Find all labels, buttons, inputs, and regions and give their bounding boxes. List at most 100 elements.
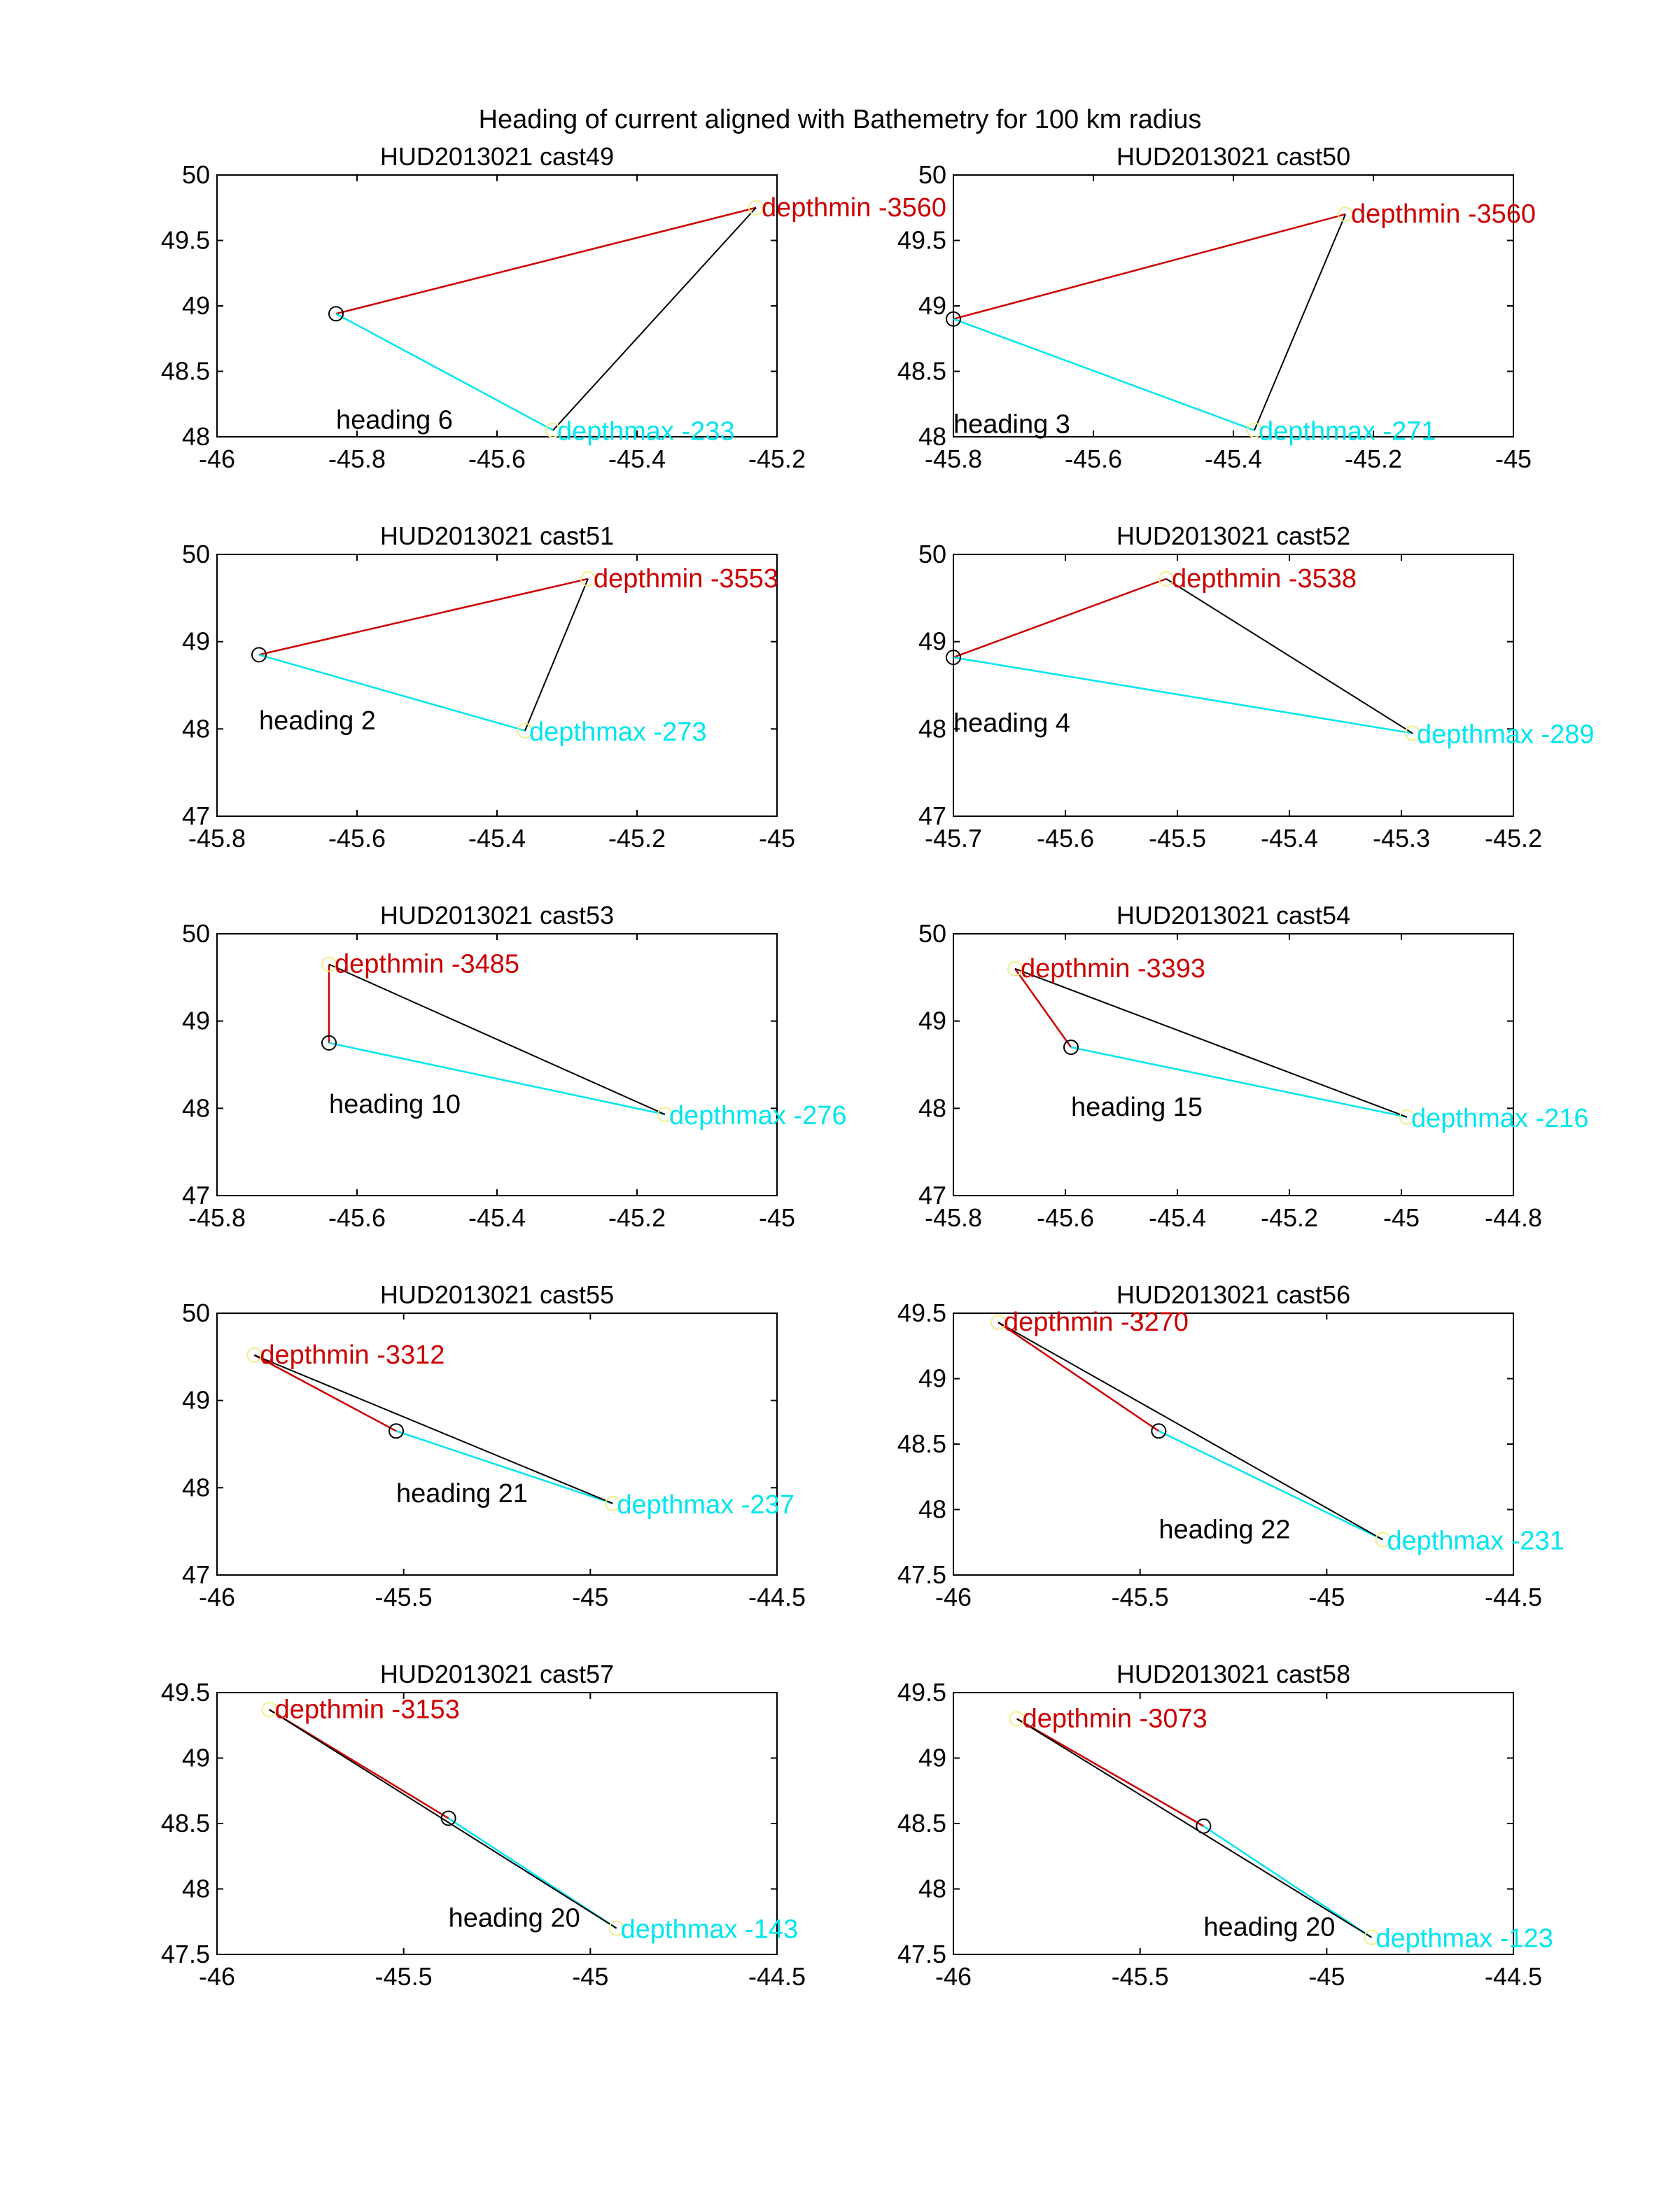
x-tick-label: -45.2 <box>1261 1203 1318 1232</box>
depthmin-label: depthmin -3560 <box>762 193 946 223</box>
y-tick-label: 47 <box>182 802 210 830</box>
y-tick-label: 49.5 <box>897 1298 946 1327</box>
x-tick-label: -46 <box>199 1583 235 1611</box>
x-tick-label: -45 <box>572 1962 608 1991</box>
line-center-to-depthmin <box>953 213 1346 320</box>
x-tick-label: -45.6 <box>468 444 526 473</box>
line-center-to-depthmax <box>953 656 1413 734</box>
depthmax-label: depthmax -271 <box>1259 417 1436 447</box>
x-tick-label: -45 <box>1308 1583 1345 1611</box>
depthmax-marker <box>1375 1532 1391 1548</box>
y-tick-label: 47 <box>182 1181 210 1210</box>
depthmin-label: depthmin -3073 <box>1023 1704 1208 1733</box>
subplot-title: HUD2013021 cast49 <box>380 142 614 171</box>
subplot-title: HUD2013021 cast51 <box>380 522 614 550</box>
heading-label: heading 20 <box>449 1904 580 1933</box>
x-tick-label: -45.4 <box>608 444 666 473</box>
subplot-title: HUD2013021 cast58 <box>1116 1660 1350 1688</box>
x-tick-label: -45.4 <box>468 824 526 853</box>
line-center-to-depthmax <box>258 654 526 732</box>
y-tick-label: 49 <box>918 1364 946 1393</box>
x-tick-label: -46 <box>935 1962 972 1991</box>
heading-label: heading 4 <box>953 709 1070 738</box>
y-tick-label: 49 <box>182 1007 210 1035</box>
axes-box <box>216 174 778 438</box>
line-center-to-depthmin <box>258 578 589 656</box>
y-tick-label: 48 <box>182 714 210 743</box>
depthmax-label: depthmax -237 <box>617 1490 794 1520</box>
x-tick-label: -45.5 <box>375 1583 433 1611</box>
y-tick-label: 50 <box>918 540 946 568</box>
y-tick-label: 48 <box>182 1875 210 1903</box>
x-tick-label: -45.5 <box>1149 824 1206 853</box>
y-tick-label: 49 <box>182 1386 210 1415</box>
line-depthmin-to-depthmax <box>1254 214 1346 431</box>
subplot-title: HUD2013021 cast56 <box>1116 1280 1350 1309</box>
line-center-to-depthmin <box>253 1354 397 1432</box>
depthmax-marker <box>657 1107 673 1123</box>
y-tick-label: 49 <box>918 1744 946 1772</box>
subplot-title: HUD2013021 cast53 <box>380 901 614 930</box>
x-tick-label: -45 <box>1383 1203 1420 1232</box>
depthmax-marker <box>1399 1109 1415 1125</box>
x-tick-label: -45.4 <box>1261 824 1318 853</box>
y-tick-label: 47 <box>918 802 946 830</box>
depthmin-marker <box>246 1347 262 1363</box>
x-tick-label: -45.6 <box>1037 1203 1094 1232</box>
x-tick-label: -45.2 <box>1345 444 1402 473</box>
x-tick-label: -45.4 <box>1149 1203 1206 1232</box>
line-center-to-depthmax <box>396 1430 613 1504</box>
x-tick-label: -45.8 <box>188 824 246 853</box>
y-tick-label: 49.5 <box>897 226 946 255</box>
heading-label: heading 20 <box>1203 1913 1335 1942</box>
y-tick-label: 50 <box>918 160 946 189</box>
line-center-to-depthmax <box>335 313 554 431</box>
y-tick-label: 49.5 <box>897 1678 946 1707</box>
heading-label: heading 2 <box>259 706 376 736</box>
subplot-2: HUD2013021 cast50 -45.8 -45.6 -45.4 -45.2 -45… <box>897 142 1536 473</box>
y-tick-label: 47.5 <box>897 1560 946 1589</box>
y-tick-label: 48 <box>918 1875 946 1903</box>
depthmax-label: depthmax -123 <box>1376 1924 1553 1954</box>
x-tick-label: -46 <box>199 444 235 473</box>
y-tick-label: 50 <box>182 160 210 189</box>
y-tick-label: 48 <box>918 1093 946 1122</box>
center-marker <box>1196 1818 1212 1834</box>
depthmax-label: depthmax -216 <box>1411 1104 1589 1133</box>
line-center-to-depthmin <box>953 578 1167 659</box>
depthmin-marker <box>321 956 337 972</box>
x-tick-label: -45.2 <box>748 444 806 473</box>
axes-box <box>953 554 1514 817</box>
heading-label: heading 3 <box>953 410 1070 439</box>
line-center-to-depthmax <box>1158 1430 1383 1541</box>
heading-label: heading 21 <box>396 1479 528 1508</box>
depthmax-marker <box>1405 725 1420 741</box>
heading-label: heading 15 <box>1071 1093 1203 1122</box>
axes-box <box>953 933 1514 1196</box>
y-tick-label: 50 <box>918 919 946 948</box>
center-marker <box>946 650 961 666</box>
y-tick-label: 49 <box>182 1744 210 1772</box>
center-marker <box>946 311 961 327</box>
heading-label: heading 6 <box>336 406 453 435</box>
center-marker <box>440 1810 456 1826</box>
y-tick-label: 48 <box>182 422 210 451</box>
x-tick-label: -45 <box>759 824 795 853</box>
depthmax-label: depthmax -231 <box>1387 1527 1564 1556</box>
y-tick-label: 49 <box>182 627 210 656</box>
x-tick-label: -45.2 <box>608 824 666 853</box>
x-tick-label: -45.5 <box>1112 1962 1169 1991</box>
x-tick-label: -45.8 <box>925 1203 982 1232</box>
depthmin-label: depthmin -3393 <box>1021 954 1205 983</box>
axes-box <box>216 933 778 1196</box>
depthmin-label: depthmin -3153 <box>275 1695 460 1724</box>
y-tick-label: 47 <box>182 1560 210 1589</box>
y-tick-label: 47.5 <box>161 1940 210 1968</box>
depthmin-marker <box>261 1702 277 1718</box>
y-tick-label: 48 <box>182 1093 210 1122</box>
line-depthmin-to-depthmax <box>269 1709 617 1929</box>
y-tick-label: 48 <box>918 714 946 743</box>
y-tick-label: 50 <box>182 919 210 948</box>
depthmax-marker <box>1364 1929 1380 1945</box>
line-center-to-depthmax <box>328 1042 666 1116</box>
